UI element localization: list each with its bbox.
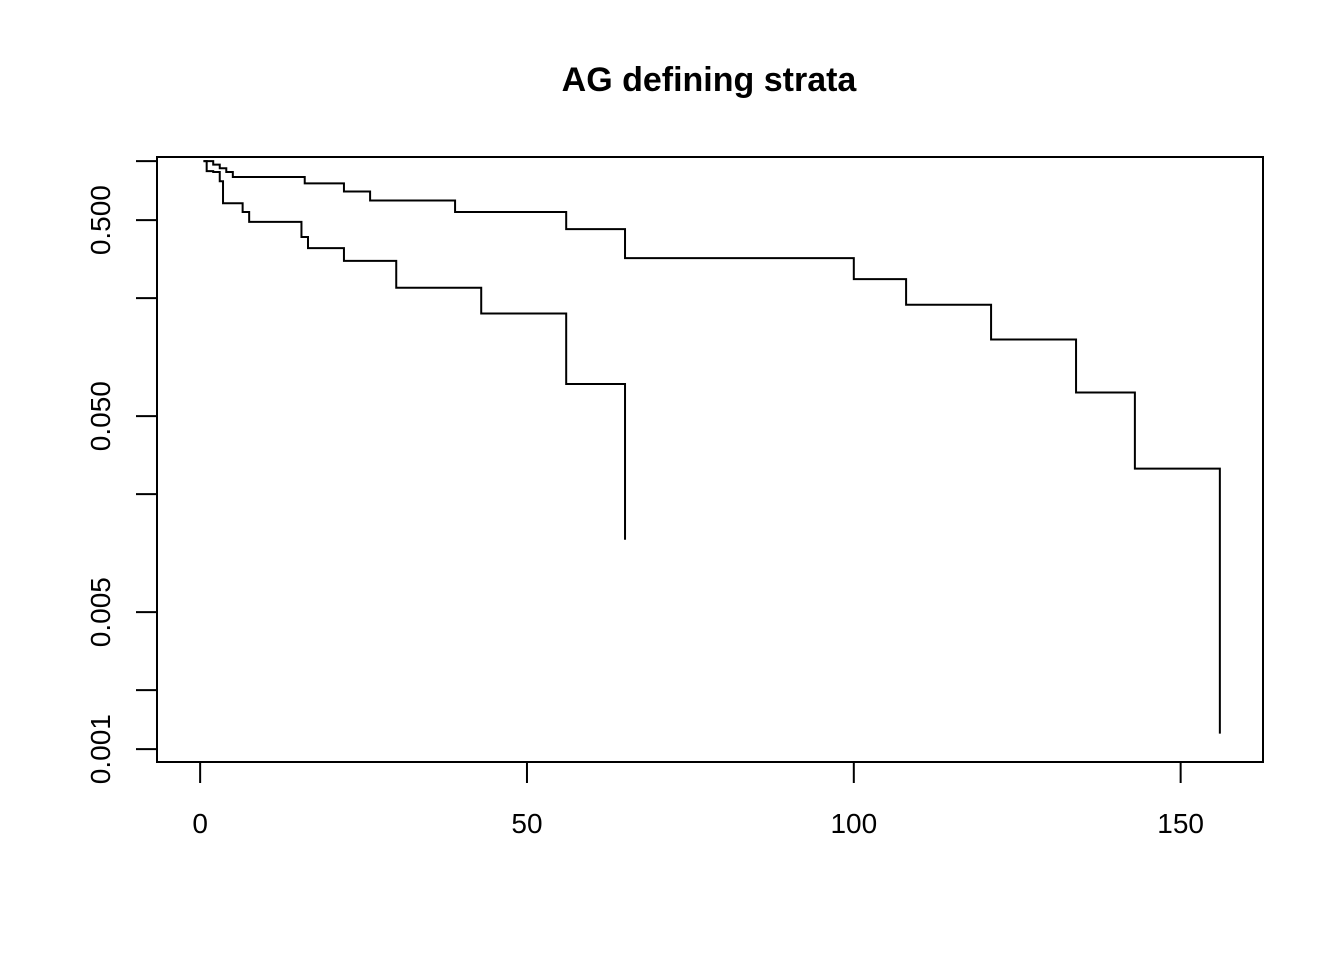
series-line-1: [203, 160, 1221, 734]
x-tick-label: 150: [1157, 808, 1204, 839]
x-axis: 0 50 100 150: [192, 761, 1204, 839]
series-layer: [203, 160, 1221, 734]
x-tick-label: 100: [830, 808, 877, 839]
y-tick-label: 0.001: [85, 714, 116, 784]
series-line-2: [203, 160, 627, 540]
y-tick-label: 0.500: [85, 185, 116, 255]
chart-title: AG defining strata: [562, 61, 858, 99]
x-tick-label: 0: [192, 808, 208, 839]
y-tick-label: 0.050: [85, 381, 116, 451]
y-tick-label: 0.005: [85, 577, 116, 647]
x-tick-label: 50: [511, 808, 542, 839]
y-axis: 0.001 0.005 0.050 0.500: [85, 160, 158, 784]
